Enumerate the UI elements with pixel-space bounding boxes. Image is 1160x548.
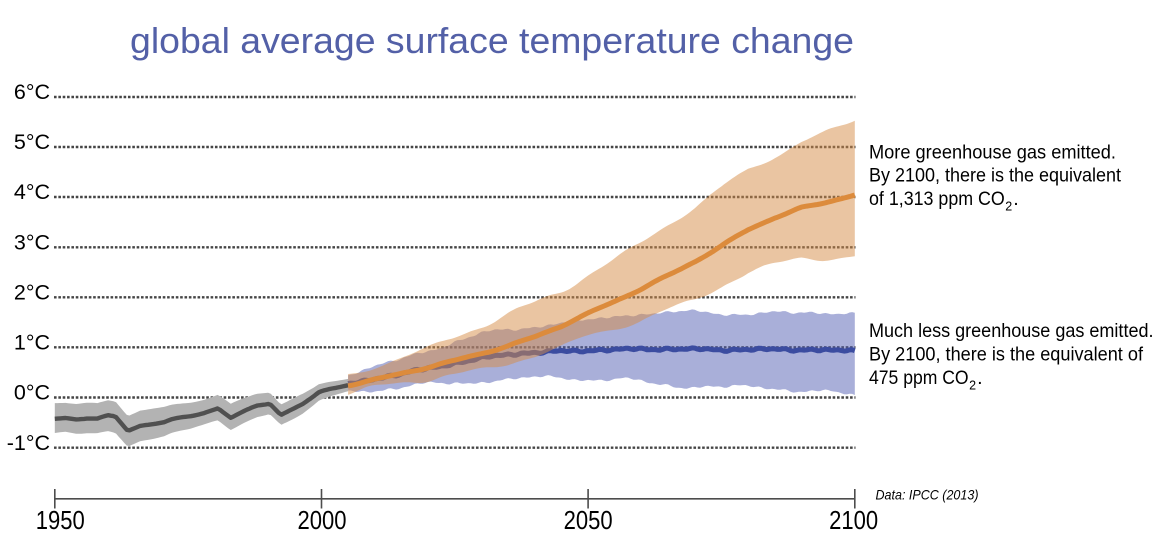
svg-text:475 ppm CO: 475 ppm CO [869, 367, 969, 389]
svg-text:2: 2 [969, 378, 976, 392]
svg-text:-1°C: -1°C [7, 431, 50, 455]
svg-text:1°C: 1°C [14, 331, 50, 355]
svg-text:3°C: 3°C [14, 231, 50, 255]
svg-text:2000: 2000 [298, 505, 347, 535]
svg-text:By 2100, there is the equivale: By 2100, there is the equivalent of [869, 344, 1143, 366]
svg-text:0°C: 0°C [14, 381, 50, 405]
svg-text:.: . [1013, 188, 1019, 210]
svg-text:4°C: 4°C [14, 180, 50, 204]
svg-text:Data: IPCC (2013): Data: IPCC (2013) [876, 487, 979, 503]
svg-text:.: . [977, 367, 983, 389]
svg-text:More greenhouse gas emitted.: More greenhouse gas emitted. [869, 141, 1116, 163]
svg-text:2: 2 [1005, 200, 1012, 214]
svg-text:6°C: 6°C [14, 80, 50, 104]
svg-text:2100: 2100 [829, 505, 878, 535]
svg-text:By 2100, there is the equivale: By 2100, there is the equivalent [869, 165, 1121, 187]
svg-text:Much less greenhouse gas emitt: Much less greenhouse gas emitted. [869, 320, 1154, 342]
svg-text:1950: 1950 [36, 505, 85, 535]
svg-text:2050: 2050 [564, 505, 613, 535]
svg-text:5°C: 5°C [14, 130, 50, 154]
svg-text:2°C: 2°C [14, 281, 50, 305]
svg-text:of 1,313 ppm CO: of 1,313 ppm CO [869, 188, 1005, 210]
svg-text:global average surface tempera: global average surface temperature chang… [130, 20, 854, 61]
